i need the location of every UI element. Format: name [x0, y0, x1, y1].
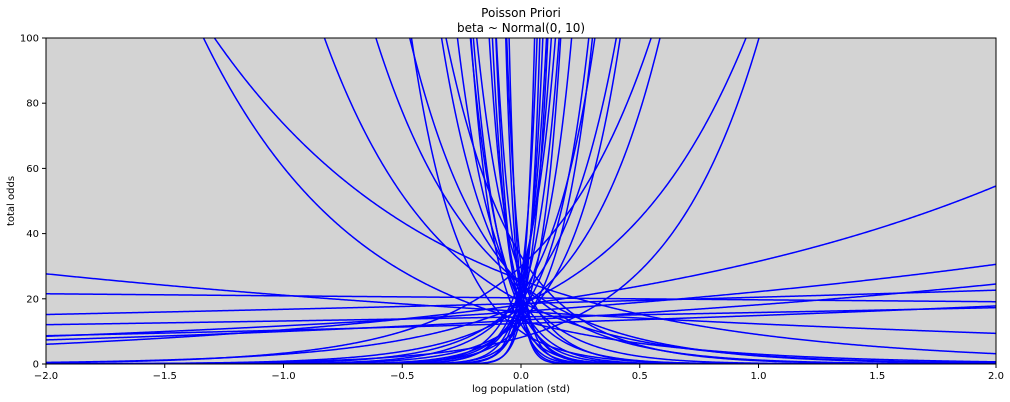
series-line: [46, 38, 553, 364]
series-line: [495, 38, 996, 364]
y-tick-label: 60: [26, 164, 39, 175]
x-tick-label: −0.5: [390, 371, 414, 382]
series-line: [46, 38, 544, 364]
x-tick-label: −2.0: [34, 371, 58, 382]
y-tick-label: 100: [20, 34, 39, 45]
x-tick-label: 2.0: [988, 371, 1004, 382]
y-axis-label: total odds: [6, 176, 17, 226]
series-line: [46, 38, 548, 364]
series-line: [46, 38, 549, 364]
series-line: [46, 38, 652, 364]
chart-title: Poisson Priori: [481, 6, 561, 20]
x-axis-label: log population (std): [472, 384, 570, 395]
series-line: [46, 38, 557, 364]
x-tick-label: 0.0: [513, 371, 529, 382]
x-tick-label: 1.0: [751, 371, 767, 382]
y-tick-label: 80: [26, 99, 39, 110]
series-line: [46, 38, 541, 364]
x-tick-label: −1.0: [271, 371, 295, 382]
y-tick-label: 40: [26, 229, 39, 240]
chart-subtitle: beta ~ Normal(0, 10): [457, 21, 585, 35]
x-tick-label: 1.5: [869, 371, 885, 382]
series-line: [46, 38, 538, 364]
y-tick-label: 20: [26, 294, 39, 305]
y-tick-label: 0: [33, 360, 39, 371]
x-tick-label: −1.5: [153, 371, 177, 382]
x-axis-ticks: −2.0 −1.5 −1.0 −0.5 0.0 0.5 1.0 1.5 2.0: [34, 364, 1004, 382]
series-line: [46, 38, 594, 364]
series-line: [445, 38, 996, 364]
y-axis-ticks: 0 20 40 60 80 100: [20, 34, 46, 371]
x-tick-label: 0.5: [632, 371, 648, 382]
